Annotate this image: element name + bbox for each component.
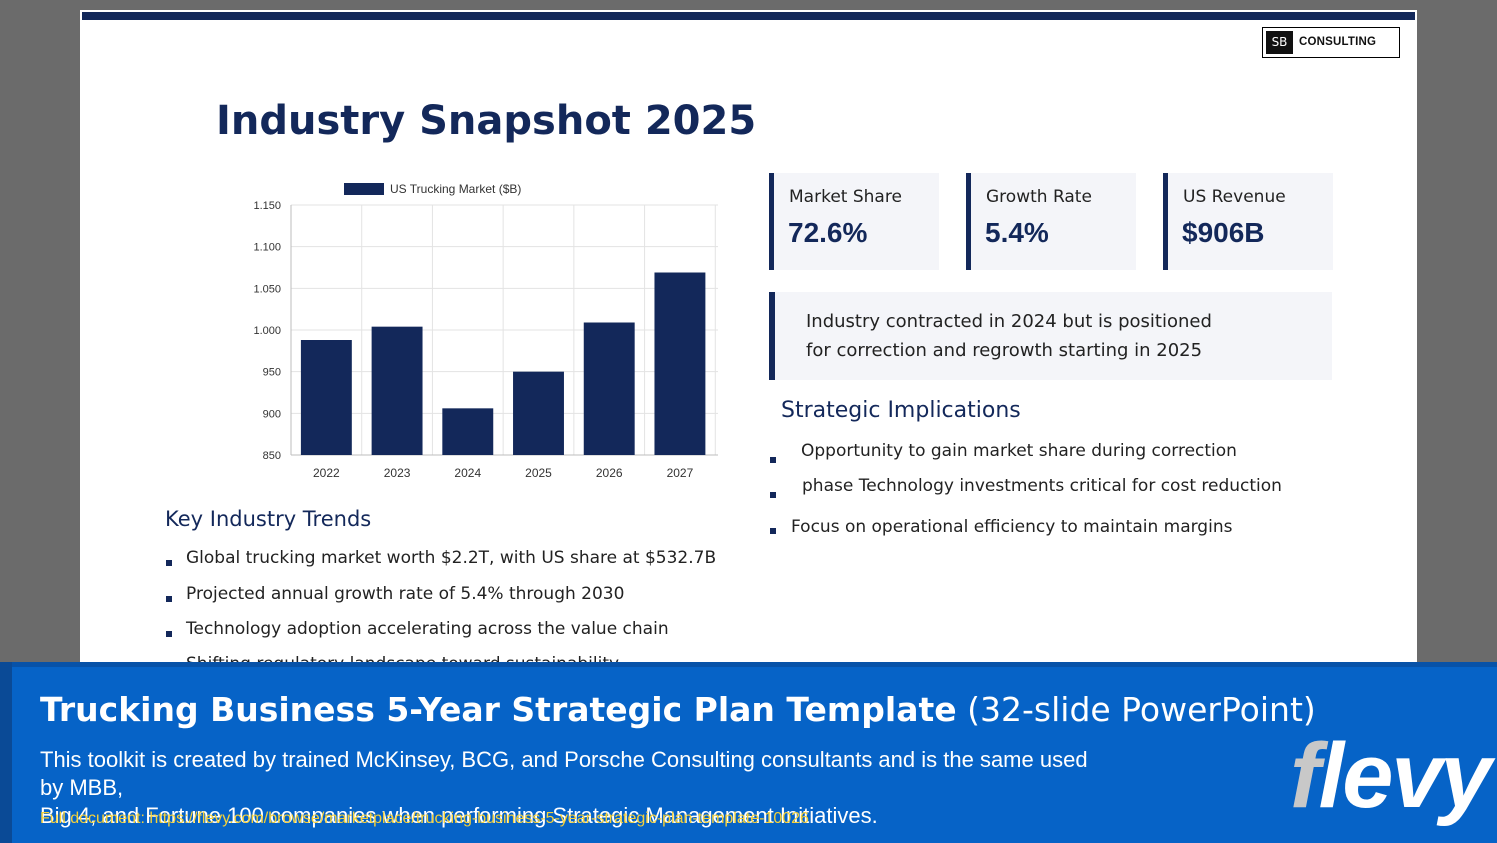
bullet-square-icon [166,560,172,566]
logo-mark: SB [1266,31,1293,54]
stat-card-us-revenue: US Revenue $906B [1163,173,1333,270]
y-tick-label: 1.050 [253,283,281,295]
sb-consulting-logo: SB CONSULTING [1262,27,1400,58]
flevy-logo: flevy [1290,725,1492,827]
y-tick-label: 850 [263,450,281,462]
chart-x-ticks: 2022202320242025202620272028 [313,466,764,480]
bar-2026 [583,322,635,455]
bar-2023 [371,326,423,455]
stat-value: 72.6% [788,217,868,248]
x-tick-label: 2022 [313,466,340,480]
logo-wordmark: CONSULTING [1299,36,1377,48]
chart-grid [290,204,787,456]
banner-description: This toolkit is created by trained McKin… [40,747,1088,828]
chart-svg: 2022202320242025202620272028 8509009501.… [253,182,787,480]
bar-2024 [442,408,494,455]
stat-value: 5.4% [985,217,1049,248]
insight-callout: Industry contracted in 2024 but is posit… [769,292,1332,380]
banner-title: Trucking Business 5-Year Strategic Plan … [40,690,1316,729]
chart-bars [300,214,777,455]
stat-card-market-share: Market Share 72.6% [769,173,939,270]
bar-2027 [654,272,706,455]
x-tick-label: 2025 [525,466,552,480]
y-tick-label: 900 [263,408,281,420]
y-tick-label: 950 [263,367,281,379]
y-tick-label: 1.150 [253,200,281,212]
key-trends-heading: Key Industry Trends [165,507,372,531]
stat-label: Growth Rate [986,187,1092,207]
x-tick-label: 2023 [384,466,411,480]
stat-label: US Revenue [1183,187,1286,207]
legend-swatch [344,183,384,195]
bullet-square-icon [166,596,172,602]
y-tick-label: 1.000 [253,325,281,337]
promo-banner: Trucking Business 5-Year Strategic Plan … [0,662,1497,843]
full-document-link[interactable]: Full document: https://flevy.com/browse/… [40,810,809,827]
stat-value: $906B [1182,217,1265,248]
bullet-square-icon [166,631,172,637]
slide-top-bar [82,12,1415,20]
y-tick-label: 1.100 [253,242,281,254]
bullet-square-icon [770,457,776,463]
market-bar-chart: 2022202320242025202620272028 8509009501.… [158,173,787,497]
bar-2022 [300,340,352,455]
x-tick-label: 2026 [596,466,623,480]
x-tick-label: 2024 [454,466,481,480]
chart-y-ticks: 850 900 950 1.000 1.050 1.100 1.150 [253,200,281,462]
callout-text: Industry contracted in 2024 but is posit… [806,311,1212,361]
banner-top-edge [0,662,1497,667]
stat-card-growth-rate: Growth Rate 5.4% [966,173,1136,270]
bullet-square-icon [770,492,776,498]
stat-label: Market Share [789,187,902,207]
legend-label: US Trucking Market ($B) [390,182,521,196]
slide-title: Industry Snapshot 2025 [216,98,757,144]
slide: SB CONSULTING Industry Snapshot 2025 202… [80,10,1417,670]
bar-2025 [513,371,564,455]
banner-left-edge [0,662,12,843]
x-tick-label: 2027 [667,466,694,480]
bullet-square-icon [770,528,776,534]
strategic-implications-heading: Strategic Implications [781,398,1021,423]
